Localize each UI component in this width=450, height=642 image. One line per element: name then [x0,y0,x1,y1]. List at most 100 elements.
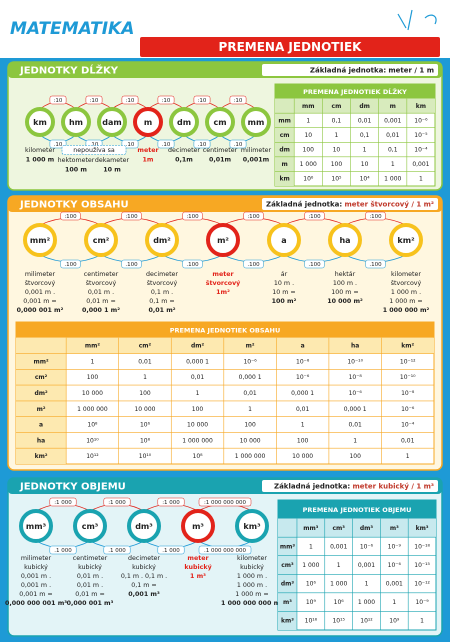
unit-description: 0,01 m = [75,591,104,598]
unit-description: 0,000 000 001 m³ [5,600,67,607]
unit-circle [241,107,271,137]
unit-description: 0,01 m² [148,307,175,314]
multiply-label: .100 [369,262,382,268]
table-cell: 1 [392,599,396,606]
table-cell: 100 [244,422,256,429]
unit-circle [205,107,235,137]
unit-description: centimeter [84,271,119,278]
table-row-header: km³ [281,618,294,625]
divide-label: :100 [308,214,321,220]
table-cell: 100 [87,374,99,381]
table-cell: 10⁻¹² [400,358,416,365]
unit-symbol: km² [397,236,415,245]
table-cell: 10⁶ [334,599,345,606]
divide-label-box [121,95,139,105]
unit-description: 0,1m [175,157,193,164]
multiply-label-box [121,139,139,149]
divide-label: :10 [162,98,171,104]
unit-description: 1 000 000 000 m³ [221,600,283,607]
unit-circle [181,509,215,543]
multiply-label-box [304,259,325,269]
table-cell: 10⁻⁹ [388,543,402,550]
divide-label: :100 [125,214,138,220]
unit-description: kubický [78,563,102,571]
table-column-header: km² [401,343,414,350]
multiply-label: .100 [125,262,138,268]
unit-description: 0,01 m . [77,582,103,589]
table-cell: 0,01 [358,117,372,124]
table-cell: 10⁻¹⁰ [400,374,416,381]
table-title: PREMENA JEDNOTIEK OBJEMU [303,506,412,514]
table-cell: 0,000 1 [291,390,314,397]
table-cell: 10⁻¹⁵ [414,562,430,569]
table-cell: 0,01 [138,358,152,365]
page-title: MATEMATIKA [10,19,134,39]
table-column-header: cm [332,103,342,110]
unit-description: 1 000 000 m² [383,307,430,314]
multiply-label: .100 [308,262,321,268]
table-cell: 10⁻¹⁸ [414,543,430,550]
unit-description: 0,000 001 m³ [67,600,114,607]
unit-description: štvorcový [86,279,117,287]
unit-description: hektár [335,270,356,278]
unit-description: 0,001 m . [21,573,51,580]
unit-symbol: mm [248,118,265,127]
table-column-header: km [416,103,426,110]
multiply-label-box [157,545,185,555]
multiply-label-box [243,259,264,269]
divide-label-box [182,211,203,221]
table-cell: 1 000 [302,562,319,569]
unit-symbol: dm³ [135,522,153,531]
table-cell: 10 000 [240,437,261,444]
divide-label-box [103,497,131,507]
table-cell: 1 000 [358,599,375,606]
table-cell: 10 000 [134,406,155,413]
unit-description: hektometer [58,157,95,164]
unit-description: 1 000 m . [391,289,421,296]
divide-label: :100 [64,214,77,220]
table-row-header: cm² [35,374,48,381]
unit-description: 0,01 m . [88,289,114,296]
table-cell: 0,1 [388,147,398,154]
multiply-label-box [157,139,175,149]
unit-description: 1 m³ [190,573,206,580]
unit-description: 1 000 m . [237,582,267,589]
table-cell: 0,01 [191,374,205,381]
base-unit: Základná jednotka: meter štvorcový / 1 m… [266,200,434,209]
unit-symbol: cm [213,118,226,127]
table-cell: 10⁻⁶ [296,374,310,381]
unit-symbol: dam [102,118,121,127]
table-cell: 0,01 [386,132,400,139]
unit-description: 100 m² [272,298,297,305]
table-cell: 10 000 [82,390,103,397]
table-cell: 10⁻⁹ [415,599,429,606]
table-cell: 1 [337,562,341,569]
table-cell: 10⁻⁴ [414,147,428,154]
divide-label-box [121,211,142,221]
table-row-header: a [39,422,43,429]
section-title: JEDNOTKY OBSAHU [19,200,129,211]
multiply-label: .1 000 000 000 [204,548,246,554]
unit-description: 0,01m [209,157,232,164]
unit-description: centimeter [73,555,108,562]
table-cell: 10⁻⁶ [243,358,257,365]
table-cell: 10¹⁵ [332,618,345,625]
multiply-label-box [49,545,77,555]
base-unit-value: meter / 1 m [388,67,434,75]
table-cell: 10⁻⁸ [401,390,415,397]
unit-description: štvorcový [147,279,178,287]
table-cell: 100 [297,437,309,444]
unit-circle [61,107,91,137]
table-cell: 0,000 1 [344,406,367,413]
table-column-header: mm² [85,343,101,350]
unit-description: milimeter [21,555,52,562]
unit-circle [133,107,163,137]
table-cell: 1 [406,453,410,460]
base-unit: Základná jednotka: meter / 1 m [310,67,434,75]
table-cell: 1 [196,390,200,397]
table-cell: 10 [304,132,312,139]
unit-description: 0,001 m³ [128,591,160,598]
multiply-label: .10 [162,142,171,148]
table-cell: 100 [331,161,343,168]
